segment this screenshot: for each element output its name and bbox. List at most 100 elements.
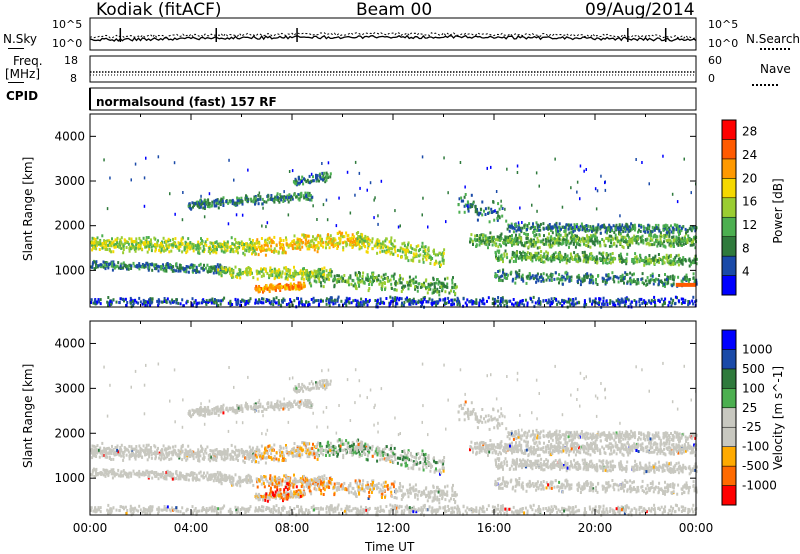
- power-cell: [367, 247, 369, 250]
- power-cell: [583, 227, 585, 230]
- power-cell: [382, 246, 384, 249]
- power-cell: [145, 301, 147, 304]
- power-cell: [552, 241, 554, 244]
- power-cell: [507, 274, 509, 277]
- power-cell: [670, 298, 672, 301]
- power-cell: [429, 298, 431, 301]
- power-cell: [663, 240, 665, 243]
- power-cell: [472, 300, 474, 303]
- power-cell: [629, 272, 631, 275]
- power-cell: [634, 261, 636, 264]
- power-cell: [445, 220, 447, 223]
- power-cell: [313, 297, 315, 300]
- power-cell: [673, 238, 675, 241]
- power-cell: [535, 281, 537, 284]
- power-cell: [664, 279, 666, 282]
- power-cell: [164, 269, 166, 272]
- power-cell: [630, 303, 632, 306]
- power-cell: [211, 205, 213, 208]
- power-cell: [207, 198, 209, 201]
- power-cell: [636, 283, 638, 286]
- power-cell: [147, 251, 149, 254]
- power-cell: [220, 271, 222, 274]
- power-cell: [479, 244, 481, 247]
- power-cell: [549, 279, 551, 282]
- power-cell: [568, 259, 570, 262]
- power-cell: [362, 275, 364, 278]
- power-cell: [424, 298, 426, 301]
- power-cell: [682, 240, 684, 243]
- power-cell: [189, 241, 191, 244]
- power-cell: [307, 235, 309, 238]
- power-cell: [527, 233, 529, 236]
- power-cell: [407, 243, 409, 246]
- power-cell: [660, 237, 662, 240]
- power-cell: [109, 177, 111, 180]
- power-cell: [597, 283, 599, 286]
- power-cell: [271, 241, 273, 244]
- power-cell: [293, 283, 295, 286]
- power-cell: [110, 303, 112, 306]
- power-cell: [326, 179, 328, 182]
- power-cell: [670, 245, 672, 248]
- power-cell: [346, 300, 348, 303]
- power-cell: [653, 279, 655, 282]
- power-cell: [375, 276, 377, 279]
- power-cell: [615, 227, 617, 230]
- power-cell: [342, 235, 344, 238]
- power-cell: [299, 199, 301, 202]
- power-cell: [443, 262, 445, 265]
- power-cell: [239, 242, 241, 245]
- power-cell: [596, 255, 598, 258]
- power-cell: [202, 267, 204, 270]
- power-cell: [290, 286, 292, 289]
- power-cell: [364, 245, 366, 248]
- power-cell: [537, 247, 539, 250]
- power-cell: [530, 227, 532, 230]
- power-cell: [119, 238, 121, 241]
- power-cell: [517, 241, 519, 244]
- power-cell: [325, 243, 327, 246]
- power-cell: [539, 276, 541, 279]
- power-cell: [342, 277, 344, 280]
- power-cell: [233, 243, 235, 246]
- power-cell: [124, 264, 126, 267]
- power-cell: [262, 287, 264, 290]
- power-cell: [621, 298, 623, 301]
- power-cell: [527, 237, 529, 240]
- power-cell: [443, 156, 445, 159]
- power-cell: [600, 258, 602, 261]
- power-cell: [219, 299, 221, 302]
- power-cell: [318, 302, 320, 305]
- power-cell: [269, 269, 271, 272]
- power-cell: [677, 228, 679, 231]
- power-cell: [365, 278, 367, 281]
- power-cell: [686, 238, 688, 241]
- power-cell: [280, 196, 282, 199]
- power-cell: [486, 300, 488, 303]
- power-cell: [543, 234, 545, 237]
- power-cell: [233, 250, 235, 253]
- power-cell: [209, 205, 211, 208]
- noise-lines: [90, 28, 696, 42]
- power-cell: [167, 262, 169, 265]
- power-cell: [526, 282, 528, 285]
- power-cell: [171, 244, 173, 247]
- power-cell: [687, 229, 689, 232]
- power-cell: [516, 271, 518, 274]
- power-cell: [458, 211, 460, 214]
- power-cell: [620, 279, 622, 282]
- power-cell: [331, 270, 333, 273]
- power-cell: [271, 270, 273, 273]
- power-cell: [338, 274, 340, 277]
- power-cell: [434, 285, 436, 288]
- power-cell: [138, 297, 140, 300]
- power-cell: [635, 158, 637, 161]
- power-cell: [297, 285, 299, 288]
- power-cell: [613, 280, 615, 283]
- power-cell: [677, 276, 679, 279]
- power-cell: [446, 286, 448, 289]
- power-cell: [326, 172, 328, 175]
- power-cell: [321, 268, 323, 271]
- power-cell: [606, 256, 608, 259]
